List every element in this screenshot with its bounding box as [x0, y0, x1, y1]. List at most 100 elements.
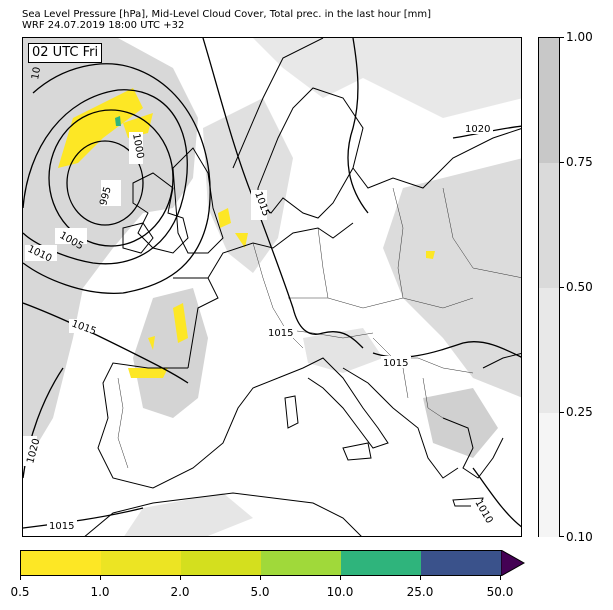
- isobar-label-1015-sw: 1015: [49, 521, 74, 532]
- cloud-tick-label-3: 0.50: [566, 280, 593, 294]
- isobar-1015-west: [23, 302, 189, 384]
- isobar-1015-main: [202, 38, 364, 349]
- label-mask-1015-central: [267, 326, 297, 338]
- cloud-bar-seg-4: [539, 413, 559, 537]
- precip-tick-label-4: 5.0: [250, 585, 270, 599]
- label-mask-1015-sw: [47, 518, 77, 530]
- coast-baltic: [352, 128, 521, 189]
- isobar-labels: 995 1000 1005 1010 1015 1015 1015 1015 1…: [23, 66, 495, 532]
- border-russia: [442, 187, 521, 278]
- isobar-label-995: 995: [98, 185, 114, 206]
- coast-sardinia: [284, 395, 299, 429]
- coast-scotland-ireland: [132, 172, 189, 254]
- chart-subtitle: WRF 24.07.2019 18:00 UTC +32: [22, 20, 185, 31]
- cloud-tick-label-4: 0.25: [566, 405, 593, 419]
- cloud-tick-5: [560, 536, 564, 537]
- cloud-area-iberia-coast: [133, 288, 208, 418]
- precip-patch-denmark: [235, 233, 248, 248]
- precip-tick-3: [180, 576, 181, 580]
- cloud-bar-seg-3: [539, 288, 559, 413]
- isobar-label-1000: 1000: [130, 133, 145, 160]
- precip-tick-1: [20, 576, 21, 580]
- precip-bar-seg-3: [181, 551, 261, 575]
- weather-map: 995 1000 1005 1010 1015 1015 1015 1015 1…: [22, 37, 522, 537]
- cloud-tick-2: [560, 162, 564, 163]
- chart-title: Sea Level Pressure [hPa], Mid-Level Clou…: [22, 9, 432, 20]
- cloud-area-south: [124, 493, 253, 536]
- cloud-bar-seg-1: [539, 38, 559, 163]
- precip-bar-seg-2: [101, 551, 181, 575]
- cloud-bar-seg-2: [539, 163, 559, 288]
- coast-france-west: [173, 277, 219, 369]
- coast-iberia: [97, 362, 279, 489]
- precip-tick-5: [340, 576, 341, 580]
- isobar-1015-north: [347, 38, 369, 214]
- precip-tick-label-2: 1.0: [90, 585, 110, 599]
- precip-tick-7: [500, 576, 501, 580]
- label-mask-1020-ne: [463, 122, 493, 134]
- cloud-area-alps: [303, 328, 383, 373]
- cloud-tick-1: [560, 37, 564, 38]
- label-mask-1015-ne: [251, 190, 267, 220]
- precip-tick-6: [420, 576, 421, 580]
- precip-patch-low-east: [123, 113, 153, 138]
- cloud-area-balkans: [423, 388, 498, 458]
- cloud-tick-label-1: 1.00: [566, 30, 593, 44]
- precip-tick-label-3: 2.0: [170, 585, 190, 599]
- precip-tick-label-5: 10.0: [326, 585, 354, 599]
- isobar-1005: [23, 89, 188, 265]
- border-balkans-south: [402, 367, 444, 419]
- coast-scandinavia: [232, 38, 364, 219]
- coast-adriatic: [342, 367, 459, 479]
- cloud-tick-4: [560, 412, 564, 413]
- precip-patch-uk: [218, 208, 231, 228]
- forecast-time-badge: 02 UTC Fri: [28, 43, 103, 63]
- border-balkans: [372, 337, 474, 374]
- label-mask-1005: [55, 228, 87, 244]
- label-mask-1000: [129, 132, 143, 164]
- precip-tick-label-7: 50.0: [486, 585, 514, 599]
- cloud-tick-label-2: 0.75: [566, 155, 593, 169]
- precip-patch-low: [58, 88, 143, 168]
- precip-patch-spain-north: [128, 368, 168, 378]
- coast-north-africa: [84, 492, 362, 536]
- cloud-tick-label-5: 0.10: [566, 530, 593, 544]
- map-canvas: 995 1000 1005 1010 1015 1015 1015 1015 1…: [23, 38, 521, 536]
- precip-bar-seg-5: [341, 551, 421, 575]
- precip-extend-arrow: [501, 550, 525, 576]
- precip-bar-seg-1: [21, 551, 101, 575]
- label-mask-1020-sw: [23, 436, 37, 466]
- precip-tick-4: [260, 576, 261, 580]
- isobar-label-10-topleft: 10: [30, 66, 43, 80]
- precip-bar-seg-6: [421, 551, 501, 575]
- cloud-area-eastern-europe: [383, 158, 521, 398]
- border-central: [288, 297, 474, 309]
- isobar-1000: [48, 109, 174, 247]
- coast-italy: [277, 357, 389, 449]
- isobar-1010: [23, 63, 211, 294]
- precip-extend-triangle: [501, 550, 525, 576]
- isobar-label-1015-central: 1015: [268, 328, 293, 339]
- label-mask-1010-west: [25, 245, 57, 261]
- cloud-area-scandinavia: [253, 38, 521, 118]
- border-layer: [117, 187, 521, 469]
- cloud-cover-colorbar: [538, 37, 560, 537]
- border-spain-portugal: [117, 377, 129, 469]
- precip-patch-spain-small: [148, 336, 155, 350]
- isobar-995: [66, 140, 144, 226]
- coast-greece: [442, 417, 504, 479]
- coast-sicily: [342, 442, 372, 461]
- precip-patch-biscay: [173, 303, 188, 343]
- border-germany-poland: [317, 227, 329, 299]
- label-mask-1015-west: [69, 319, 101, 333]
- isobar-label-1020-ne: 1020: [465, 124, 490, 135]
- precip-patch-heavy: [115, 116, 121, 126]
- coast-britain: [172, 147, 224, 254]
- isobar-1010-se: [472, 467, 521, 528]
- precip-bar-seg-4: [261, 551, 341, 575]
- isobar-label-1015-adriatic: 1015: [383, 358, 408, 369]
- isobar-1015-sw: [23, 507, 144, 529]
- label-mask-995: [101, 180, 121, 206]
- precip-tick-label-1: 0.5: [10, 585, 30, 599]
- cloud-tick-3: [560, 287, 564, 288]
